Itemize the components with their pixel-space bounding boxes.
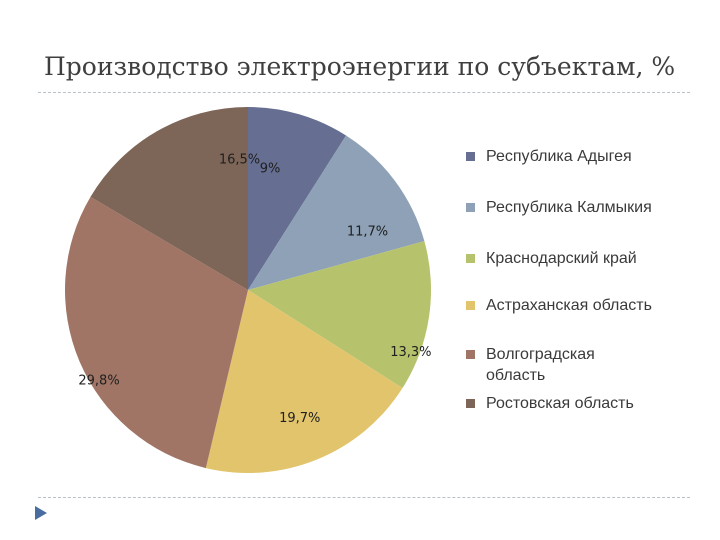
slice-label-kalmykia: 11,7% <box>347 224 388 239</box>
legend-swatch-volgograd <box>466 350 475 359</box>
pie-slice-krasnodar <box>248 241 431 389</box>
pie-slice-volgograd <box>64 196 248 469</box>
legend-label-rostov: Ростовская область <box>486 395 634 412</box>
legend-swatch-krasnodar <box>466 254 475 263</box>
chart-title: Производство электроэнергии по субъектам… <box>44 52 676 81</box>
legend-label-adygea: Республика Адыгея <box>486 148 632 165</box>
pie-slice-kalmykia <box>248 135 425 290</box>
title-divider <box>38 92 690 93</box>
pie-slice-astrakhan <box>205 290 403 473</box>
legend-swatch-astrakhan <box>466 301 475 310</box>
pie-slice-adygea <box>248 107 347 290</box>
slice-label-rostov: 16,5% <box>219 153 260 168</box>
legend-label-krasnodar: Краснодарский край <box>486 250 637 267</box>
slice-label-krasnodar: 13,3% <box>390 345 431 360</box>
legend-item-kalmykia: Республика Калмыкия <box>466 197 652 218</box>
legend-item-astrakhan: Астраханская область <box>466 295 652 316</box>
legend-label-astrakhan: Астраханская область <box>486 297 652 314</box>
legend-label-volgograd: Волгоградская область <box>486 346 595 384</box>
legend-label-kalmykia: Республика Калмыкия <box>486 199 652 216</box>
legend-item-adygea: Республика Адыгея <box>466 146 632 167</box>
slide-bullet-icon <box>35 506 47 520</box>
pie-slice-rostov <box>90 106 248 290</box>
footer-divider <box>38 497 690 498</box>
slice-label-adygea: 9% <box>260 162 281 177</box>
legend-item-krasnodar: Краснодарский край <box>466 248 637 269</box>
slice-label-volgograd: 29,8% <box>78 374 119 389</box>
legend-swatch-adygea <box>466 152 475 161</box>
legend-item-rostov: Ростовская область <box>466 393 634 414</box>
legend-item-volgograd: Волгоградская область <box>466 344 636 386</box>
legend-swatch-kalmykia <box>466 203 475 212</box>
slice-label-astrakhan: 19,7% <box>279 411 320 426</box>
legend-swatch-rostov <box>466 399 475 408</box>
